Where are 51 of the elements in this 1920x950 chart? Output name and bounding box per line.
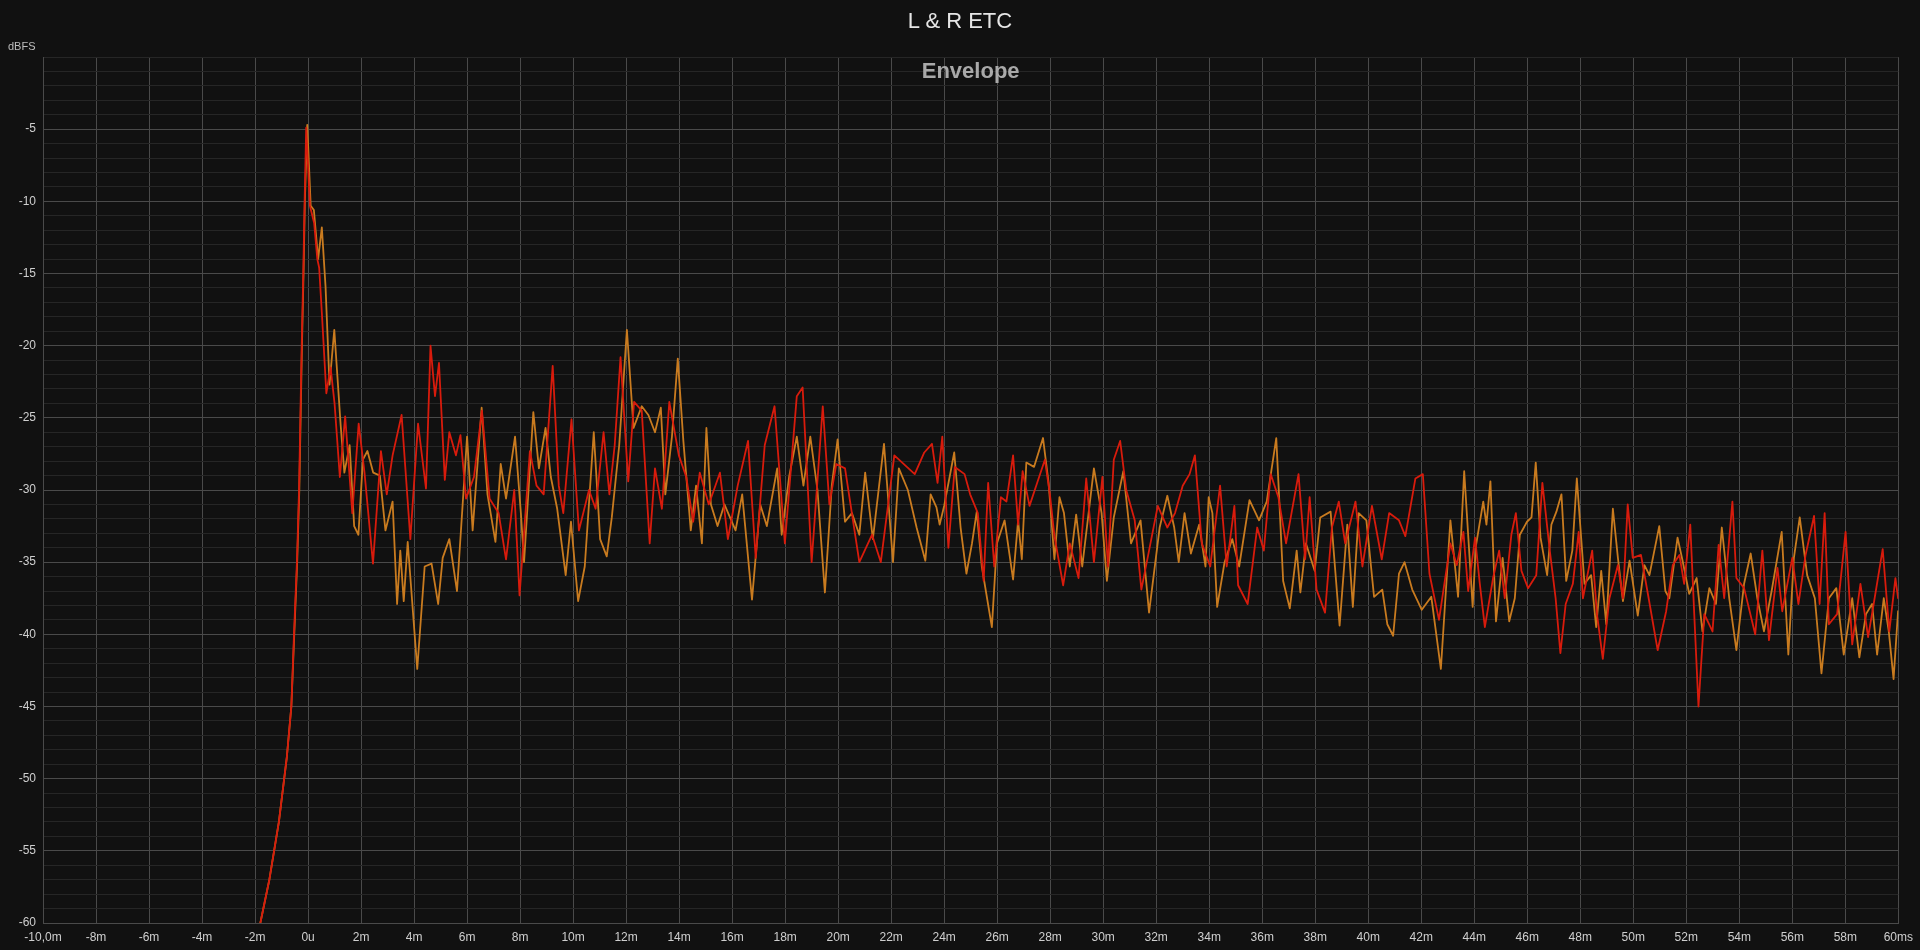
y-tick-label: -40 — [18, 626, 37, 641]
y-tick-label: -50 — [18, 770, 37, 785]
x-tick-label: 44m — [1462, 929, 1486, 944]
x-tick-label: 0u — [301, 929, 315, 944]
x-tick-label: 12m — [614, 929, 638, 944]
x-tick-label: 48m — [1568, 929, 1592, 944]
y-tick-label: -25 — [18, 410, 37, 425]
y-tick-label: -35 — [18, 554, 37, 569]
x-tick-label: 16m — [720, 929, 744, 944]
y-tick-label: -30 — [18, 482, 37, 497]
x-tick-label: 18m — [773, 929, 797, 944]
x-tick-label: 32m — [1144, 929, 1168, 944]
x-tick-label: 2m — [352, 929, 370, 944]
x-tick-label: 28m — [1038, 929, 1062, 944]
y-tick-label: -60 — [18, 915, 37, 930]
x-tick-label: 34m — [1197, 929, 1221, 944]
x-tick-label: 56m — [1780, 929, 1804, 944]
x-tick-label: 10m — [561, 929, 585, 944]
x-tick-label: 42m — [1409, 929, 1433, 944]
y-tick-label: -55 — [18, 843, 37, 858]
x-tick-label: 26m — [985, 929, 1009, 944]
x-tick-label: 36m — [1250, 929, 1274, 944]
y-tick-label: -20 — [18, 337, 37, 352]
y-axis-title: dBFS — [8, 40, 36, 53]
x-tick-label: 52m — [1674, 929, 1698, 944]
x-tick-label: 22m — [879, 929, 903, 944]
x-tick-label: -8m — [85, 929, 107, 944]
x-tick-label: 40m — [1356, 929, 1380, 944]
x-tick-label: 6m — [458, 929, 476, 944]
x-tick-label: 30m — [1091, 929, 1115, 944]
x-tick-label: 46m — [1515, 929, 1539, 944]
x-tick-label: 4m — [405, 929, 423, 944]
x-tick-label: 20m — [826, 929, 850, 944]
x-tick-label: -10,0m — [24, 929, 62, 944]
chart-subtitle: Envelope — [921, 58, 1020, 84]
x-tick-label: -6m — [138, 929, 160, 944]
x-tick-label: -4m — [191, 929, 213, 944]
x-tick-label: 38m — [1303, 929, 1327, 944]
y-tick-label: -10 — [18, 193, 37, 208]
chart-title: L & R ETC — [907, 8, 1013, 34]
y-tick-label: -45 — [18, 698, 37, 713]
x-tick-label: 58m — [1833, 929, 1857, 944]
x-tick-label: 14m — [667, 929, 691, 944]
x-tick-label: 8m — [511, 929, 529, 944]
x-tick-label: 24m — [932, 929, 956, 944]
x-tick-label: 54m — [1727, 929, 1751, 944]
y-tick-label: -5 — [25, 121, 37, 136]
x-tick-label: 60ms — [1883, 929, 1913, 944]
x-tick-label: 50m — [1621, 929, 1645, 944]
y-tick-label: -15 — [18, 265, 37, 280]
x-tick-label: -2m — [244, 929, 266, 944]
